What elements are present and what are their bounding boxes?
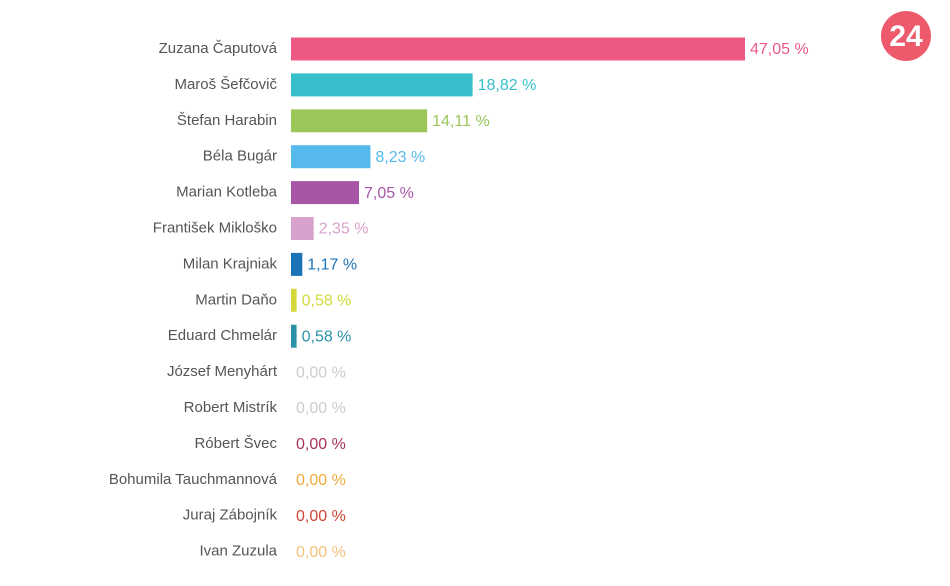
category-label: Róbert Švec (194, 435, 277, 452)
value-label: 47,05 % (750, 41, 809, 58)
bar (291, 37, 745, 61)
value-label: 0,58 % (302, 293, 352, 310)
category-label: Martin Daňo (195, 291, 277, 308)
value-label: 0,00 % (296, 508, 346, 525)
bar (291, 109, 428, 133)
value-label: 18,82 % (478, 77, 537, 94)
value-label: 1,17 % (307, 257, 357, 274)
logo-badge (881, 11, 931, 61)
bar (291, 217, 314, 240)
value-label: 8,23 % (375, 149, 425, 166)
category-label: Robert Mistrík (184, 399, 278, 416)
category-label: Milan Krajniak (183, 255, 278, 272)
category-label: Maroš Šefčovič (174, 76, 277, 93)
bar (291, 181, 360, 205)
category-label: Béla Bugár (203, 148, 277, 165)
value-label: 7,05 % (364, 185, 414, 202)
value-label: 0,00 % (296, 472, 346, 489)
category-label: József Menyhárt (167, 363, 278, 380)
category-label: Bohumila Tauchmannová (109, 471, 278, 488)
bar (291, 252, 303, 276)
value-label: 0,00 % (296, 544, 346, 561)
bar (291, 288, 297, 312)
value-label: 0,00 % (296, 436, 346, 453)
value-label: 14,11 % (432, 113, 490, 130)
value-label: 0,00 % (296, 400, 346, 417)
bar (291, 324, 297, 348)
bar (291, 145, 371, 169)
category-label: Marian Kotleba (176, 184, 278, 201)
bar (291, 73, 473, 97)
value-label: 2,35 % (319, 221, 369, 238)
category-label: Zuzana Čaputová (159, 40, 278, 57)
value-label: 0,58 % (302, 328, 352, 345)
logo-text: 24 (889, 20, 923, 53)
category-label: Štefan Harabin (177, 112, 277, 129)
category-label: Juraj Zábojník (183, 507, 278, 524)
category-label: František Mikloško (153, 219, 277, 236)
category-label: Eduard Chmelár (168, 327, 277, 344)
category-label: Ivan Zuzula (199, 543, 277, 560)
value-label: 0,00 % (296, 364, 346, 381)
